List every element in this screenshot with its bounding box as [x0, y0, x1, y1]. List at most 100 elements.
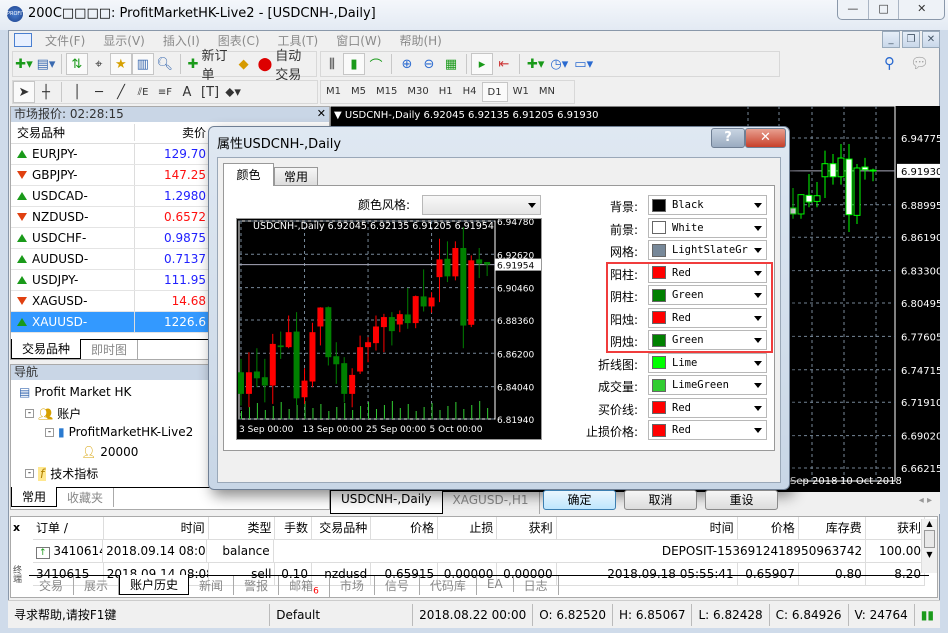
- tile-windows-icon[interactable]: ▦: [444, 56, 458, 72]
- market-watch-row[interactable]: XAGUSD- 14.68: [11, 291, 329, 312]
- chart-tab-xagusd[interactable]: XAGUSD-,H1: [443, 492, 540, 514]
- ok-button[interactable]: 确定: [543, 490, 616, 510]
- color-select[interactable]: LimeGreen: [648, 375, 767, 395]
- new-order-button[interactable]: ✚ 新订单: [185, 49, 233, 83]
- navigator-icon[interactable]: ★: [109, 53, 132, 75]
- mdi-minimize-button[interactable]: _: [882, 31, 900, 48]
- collapse-icon[interactable]: -: [25, 469, 34, 478]
- vertical-line-icon[interactable]: │: [73, 84, 81, 100]
- zoom-in-icon[interactable]: ⊕: [401, 56, 413, 72]
- collapse-icon[interactable]: -: [25, 409, 34, 418]
- text-icon[interactable]: A: [182, 84, 192, 100]
- templates-icon[interactable]: ▭▾: [574, 56, 594, 72]
- crosshair-icon[interactable]: ┼: [42, 84, 50, 100]
- strategy-tester-icon[interactable]: 🔍︎: [156, 56, 174, 72]
- chat-icon[interactable]: 💬︎: [910, 54, 930, 72]
- timeframe-m1[interactable]: M1: [326, 86, 341, 97]
- collapse-icon[interactable]: -: [45, 427, 54, 437]
- profiles-icon[interactable]: ▤▾: [36, 56, 56, 72]
- new-chart-icon[interactable]: ✚▾: [15, 56, 33, 72]
- bar-chart-icon[interactable]: ⫼: [329, 56, 335, 72]
- terminal-close-icon[interactable]: x: [13, 521, 21, 534]
- menu-charts[interactable]: 图表(C): [217, 33, 260, 48]
- color-scheme-select[interactable]: [422, 195, 541, 215]
- market-watch-row[interactable]: AUDUSD- 0.7137: [11, 249, 329, 270]
- connection-status-icon[interactable]: ▮▮: [920, 607, 934, 622]
- tree-account-number[interactable]: 👤︎ 20000: [81, 445, 138, 459]
- market-watch-row[interactable]: USDJPY- 111.95: [11, 270, 329, 291]
- chart-menu-icon[interactable]: ▼: [334, 110, 345, 121]
- scroll-up-icon[interactable]: ▲: [926, 519, 933, 528]
- minimize-button[interactable]: —: [838, 0, 869, 19]
- column-header[interactable]: 价格: [738, 517, 799, 539]
- column-symbol[interactable]: 交易品种: [11, 124, 135, 141]
- terminal-tab[interactable]: 市场: [330, 576, 375, 595]
- column-header[interactable]: 订单 /: [33, 517, 104, 539]
- horizontal-line-icon[interactable]: ─: [95, 84, 103, 100]
- text-label-icon[interactable]: [T]: [201, 84, 220, 100]
- tree-accounts[interactable]: - 👥︎ 账户: [25, 405, 81, 422]
- tree-server[interactable]: - ▮ ProfitMarketHK-Live2: [45, 425, 193, 439]
- market-watch-close-icon[interactable]: ✕: [316, 107, 326, 120]
- chart-shift-icon[interactable]: ⇤: [498, 56, 510, 72]
- arrows-icon[interactable]: ⬥▾: [225, 84, 241, 100]
- market-watch-row[interactable]: GBPJPY- 147.25: [11, 165, 329, 186]
- column-bid[interactable]: 卖价: [181, 126, 206, 140]
- color-select[interactable]: Lime: [648, 352, 767, 373]
- candlestick-icon[interactable]: ▮: [343, 53, 365, 75]
- terminal-tab[interactable]: 日志: [514, 576, 559, 595]
- color-select[interactable]: Red: [648, 307, 767, 328]
- column-header[interactable]: 库存费: [799, 517, 866, 539]
- market-watch-row[interactable]: USDCAD- 1.2980: [11, 186, 329, 207]
- market-watch-row[interactable]: EURJPY- 129.70: [11, 144, 329, 165]
- tab-common[interactable]: 常用: [11, 487, 58, 507]
- timeframe-h1[interactable]: H1: [438, 86, 453, 97]
- dialog-tab-common[interactable]: 常用: [274, 167, 318, 186]
- mdi-restore-button[interactable]: ❐: [902, 31, 920, 48]
- menu-file[interactable]: 文件(F): [45, 33, 86, 48]
- reset-button[interactable]: 重设: [705, 490, 778, 510]
- terminal-tab[interactable]: 新闻: [189, 576, 235, 595]
- menu-tools[interactable]: 工具(T): [277, 33, 319, 48]
- periods-icon[interactable]: ◷▾: [550, 56, 569, 72]
- menu-help[interactable]: 帮助(H): [399, 33, 442, 48]
- timeframe-d1[interactable]: D1: [481, 82, 508, 102]
- terminal-tab[interactable]: 警报: [234, 576, 280, 595]
- chart-tabs-scroll-icon[interactable]: ◂ ▸: [918, 495, 932, 506]
- dialog-help-button[interactable]: ?: [711, 128, 745, 148]
- color-select[interactable]: White: [648, 217, 767, 238]
- search-icon[interactable]: ⚲: [884, 54, 895, 72]
- menu-window[interactable]: 窗口(W): [336, 33, 382, 48]
- cursor-icon[interactable]: ➤: [13, 81, 35, 103]
- timeframe-mn[interactable]: MN: [538, 86, 555, 97]
- column-header[interactable]: 获利: [497, 517, 557, 539]
- column-header[interactable]: 手数: [275, 517, 312, 539]
- equidistant-channel-icon[interactable]: ⫽E: [137, 86, 149, 98]
- line-chart-icon[interactable]: ⌒: [369, 58, 383, 74]
- terminal-tab[interactable]: 信号: [375, 576, 420, 595]
- indicators-icon[interactable]: ✚▾: [527, 56, 545, 72]
- column-header[interactable]: 价格: [371, 517, 439, 539]
- data-window-icon[interactable]: ⌖: [95, 56, 103, 72]
- zoom-out-icon[interactable]: ⊖: [423, 56, 435, 72]
- tree-broker[interactable]: ▤ Profit Market HK: [19, 385, 131, 399]
- terminal-tab[interactable]: 交易: [29, 576, 75, 595]
- fibonacci-icon[interactable]: ≡F: [157, 86, 173, 98]
- color-select[interactable]: LightSlateGr: [648, 240, 767, 260]
- auto-scroll-icon[interactable]: ▸: [471, 53, 493, 75]
- auto-trading-button[interactable]: ⬤ 自动交易: [255, 49, 316, 83]
- maximize-button[interactable]: □: [869, 0, 900, 19]
- menu-insert[interactable]: 插入(I): [162, 33, 200, 48]
- tab-tick-chart[interactable]: 即时图: [81, 340, 139, 359]
- timeframe-w1[interactable]: W1: [512, 86, 529, 97]
- trendline-icon[interactable]: ╱: [117, 84, 125, 100]
- color-select[interactable]: Red: [648, 397, 767, 418]
- dialog-tab-colors[interactable]: 颜色: [223, 163, 274, 186]
- color-select[interactable]: Red: [648, 420, 767, 440]
- timeframe-m15[interactable]: M15: [376, 86, 398, 97]
- menu-view[interactable]: 显示(V): [103, 33, 145, 48]
- terminal-scrollbar[interactable]: ▲ ▼: [921, 519, 937, 573]
- timeframe-m5[interactable]: M5: [351, 86, 366, 97]
